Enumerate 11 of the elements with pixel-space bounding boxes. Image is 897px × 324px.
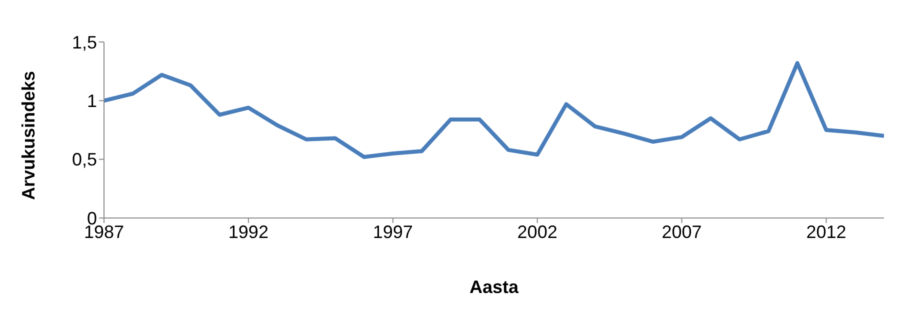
x-tick-label: 2007 [662,222,702,242]
x-axis-title: Aasta [469,277,520,297]
x-tick-label: 2002 [517,222,558,242]
y-tick-label: 1,5 [72,32,97,52]
line-series [104,61,884,159]
y-tick-label: 1 [86,91,97,112]
x-tick-label: 2012 [806,222,846,242]
y-tick-label: 0,5 [72,150,97,170]
x-tick-label: 1992 [228,222,268,242]
x-tick-label: 1997 [372,222,413,242]
y-axis-title: Arvukusindeks [18,70,38,200]
